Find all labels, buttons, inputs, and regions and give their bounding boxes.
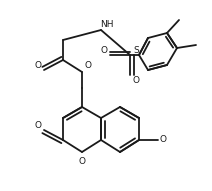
- Text: O: O: [159, 135, 166, 145]
- Text: O: O: [35, 61, 42, 70]
- Text: O: O: [85, 61, 92, 70]
- Text: O: O: [132, 75, 139, 84]
- Text: O: O: [35, 121, 42, 129]
- Text: O: O: [78, 158, 85, 167]
- Text: S: S: [133, 45, 139, 54]
- Text: NH: NH: [100, 19, 114, 28]
- Text: O: O: [100, 45, 107, 54]
